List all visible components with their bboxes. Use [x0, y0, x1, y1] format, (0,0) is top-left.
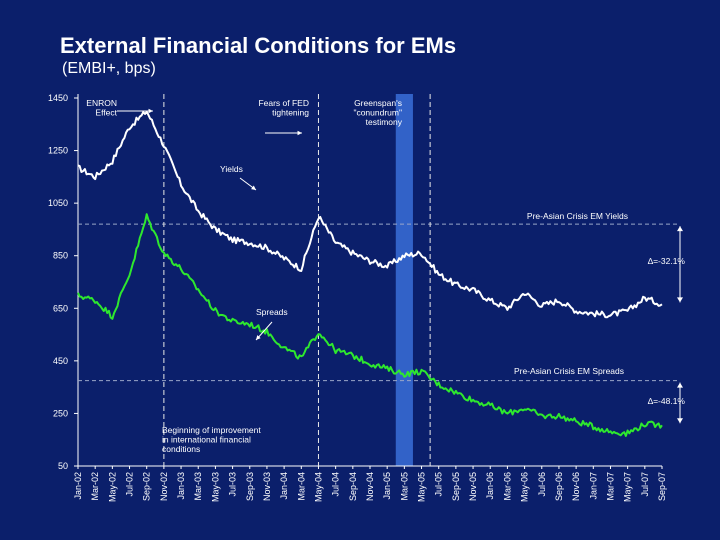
delta-spreads-arrow-head-bottom — [677, 418, 683, 424]
x-tick-label: Jul-03 — [228, 472, 238, 497]
y-tick-label: 850 — [53, 251, 68, 261]
delta-yields-arrow-head-bottom — [677, 297, 683, 303]
x-tick-label: Jan-05 — [382, 472, 392, 500]
x-tick-label: Sep-05 — [451, 472, 461, 501]
x-tick-label: Jul-02 — [125, 472, 135, 497]
annotation-improvement: Beginning of improvement — [162, 425, 261, 435]
x-tick-label: Nov-04 — [365, 472, 375, 501]
chart-title: External Financial Conditions for EMs — [60, 33, 457, 58]
axis-layer: 50 250 450 650 850 1050 1250 1450 Jan-02 Mar-02 Ma… — [48, 93, 667, 502]
y-tick-label: 1050 — [48, 198, 68, 208]
x-tick-label: Nov-05 — [468, 472, 478, 501]
x-tick-label: Jul-06 — [537, 472, 547, 497]
delta-spreads-arrow-head-top — [677, 382, 683, 388]
y-tick-label: 1450 — [48, 93, 68, 103]
y-tick-label: 250 — [53, 408, 68, 418]
series-layer — [77, 110, 663, 437]
series-line-spreads — [77, 213, 663, 437]
x-tick-label: Jul-04 — [331, 472, 341, 497]
annotation-yields: Yields — [220, 164, 243, 174]
annotation-enron: Effect — [95, 108, 117, 118]
x-tick-label: Jan-04 — [279, 472, 289, 500]
y-tick-label: 1250 — [48, 146, 68, 156]
x-tick-label: Sep-02 — [142, 472, 152, 501]
x-tick-label: Mar-06 — [502, 472, 512, 501]
annotation-improvement: conditions — [162, 444, 200, 454]
x-tick-label: Jul-05 — [434, 472, 444, 497]
highlight-band-layer — [395, 94, 413, 466]
x-tick-label: May-04 — [313, 472, 323, 502]
annotation-delta-spreads: ∆=-48.1% — [648, 396, 686, 406]
yields-arrow-head — [251, 185, 256, 190]
x-tick-label: Mar-03 — [193, 472, 203, 501]
x-tick-label: Jan-03 — [176, 472, 186, 500]
x-tick-label: Sep-03 — [245, 472, 255, 501]
x-tick-label: Sep-04 — [348, 472, 358, 501]
annotation-greenspan: "conundrum" — [353, 108, 402, 118]
x-tick-label: Mar-05 — [399, 472, 409, 501]
annotation-spreads: Spreads — [256, 307, 288, 317]
annotation-ref-spreads: Pre-Asian Crisis EM Spreads — [514, 366, 624, 376]
x-tick-label: Jan-02 — [73, 472, 83, 500]
reference-layer — [78, 223, 680, 382]
x-tick-label: Nov-06 — [571, 472, 581, 501]
annotation-greenspan: Greenspan's — [354, 98, 402, 108]
enron-arrow-head — [148, 108, 153, 114]
event-lines-layer — [163, 94, 431, 466]
annotation-ref-yields: Pre-Asian Crisis EM Yields — [527, 211, 628, 221]
x-tick-label: Mar-07 — [605, 472, 615, 501]
chart-subtitle: (EMBI+, bps) — [62, 60, 156, 77]
y-tick-label: 450 — [53, 356, 68, 366]
annotation-greenspan: testimony — [366, 117, 403, 127]
x-tick-label: May-07 — [623, 472, 633, 502]
fed-arrow-head — [297, 130, 302, 136]
x-tick-label: Sep-06 — [554, 472, 564, 501]
y-tick-label: 650 — [53, 303, 68, 313]
annotation-fed: Fears of FED — [258, 98, 309, 108]
x-tick-label: May-02 — [107, 472, 117, 502]
x-tick-label: Jan-06 — [485, 472, 495, 500]
highlight-band — [395, 94, 413, 466]
x-tick-label: Nov-02 — [159, 472, 169, 501]
delta-yields-arrow-head-top — [677, 226, 683, 232]
x-tick-label: May-06 — [520, 472, 530, 502]
annotation-improvement: in international financial — [162, 435, 251, 445]
y-tick-label: 50 — [58, 461, 68, 471]
x-tick-label: Jul-07 — [640, 472, 650, 497]
annotation-enron: ENRON — [86, 98, 117, 108]
x-tick-label: Mar-04 — [296, 472, 306, 501]
x-tick-label: May-05 — [417, 472, 427, 502]
annotation-delta-yields: ∆=-32.1% — [648, 256, 686, 266]
spreads-arrow-head — [256, 335, 261, 340]
x-tick-label: May-03 — [210, 472, 220, 502]
x-tick-label: Mar-02 — [90, 472, 100, 501]
x-tick-label: Nov-03 — [262, 472, 272, 501]
series-line-yields — [77, 110, 663, 319]
x-tick-label: Jan-07 — [588, 472, 598, 500]
x-tick-label: Sep-07 — [657, 472, 667, 501]
annotation-fed: tightening — [272, 108, 309, 118]
